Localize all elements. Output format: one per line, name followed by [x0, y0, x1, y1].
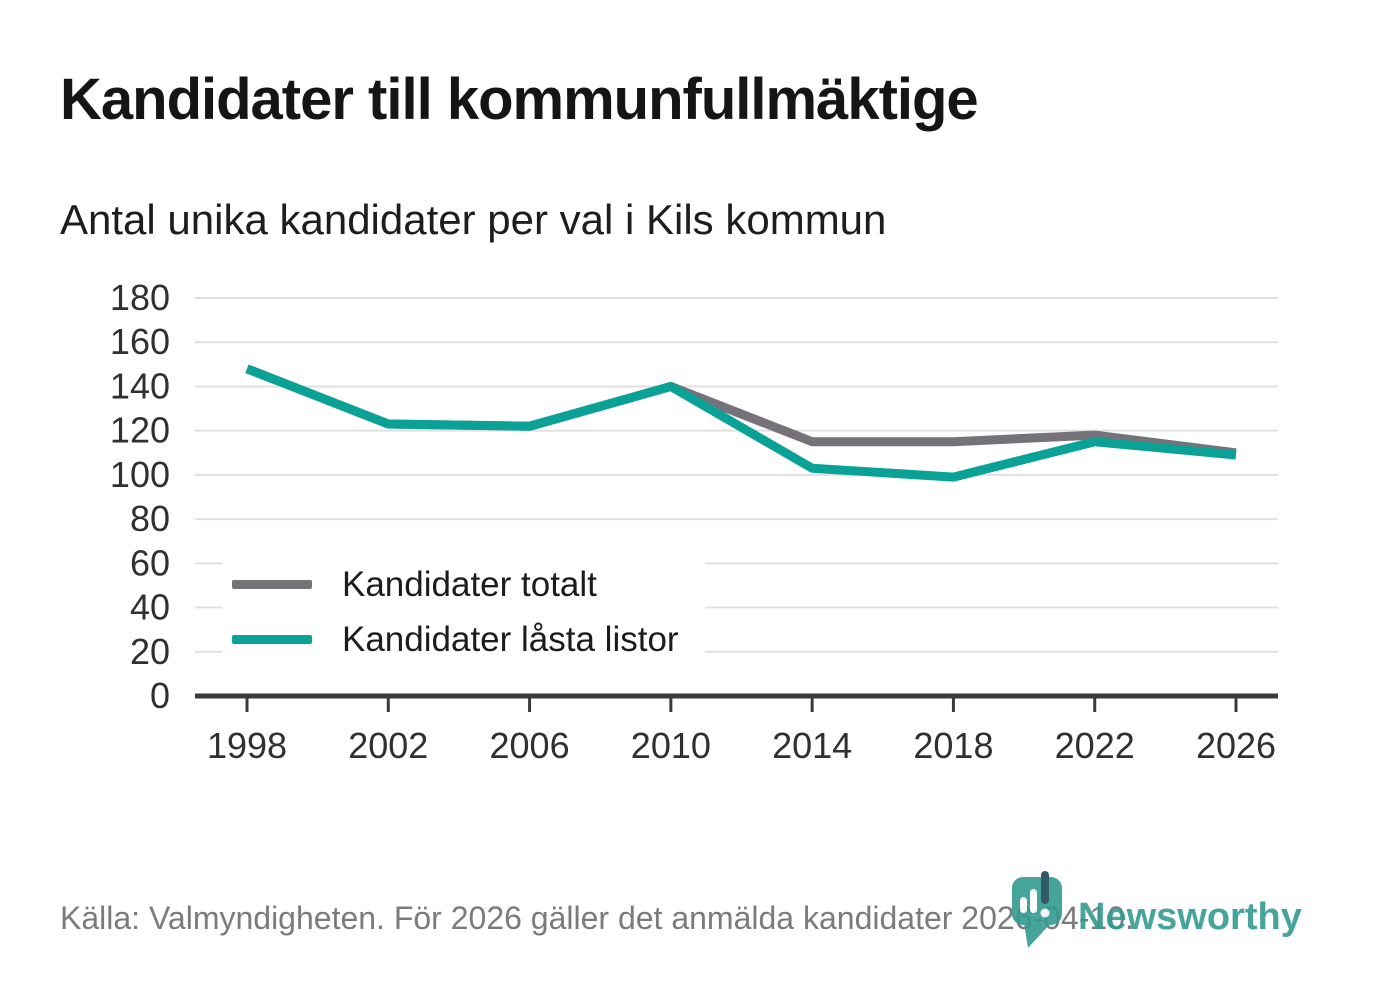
y-tick-label: 100	[110, 454, 170, 495]
x-tick-label: 2010	[631, 725, 711, 766]
chart-subtitle: Antal unika kandidater per val i Kils ko…	[60, 196, 887, 243]
logo-bar-short	[1020, 897, 1027, 913]
legend-item-total: Kandidater totalt	[232, 557, 679, 612]
legend-swatch-locked-lists	[232, 635, 312, 644]
x-tick-label: 2018	[913, 725, 993, 766]
y-tick-label: 180	[110, 277, 170, 318]
newsworthy-pin-icon	[1012, 871, 1062, 948]
x-tick-label: 2022	[1055, 725, 1135, 766]
y-tick-label: 20	[130, 631, 170, 672]
legend-label-total: Kandidater totalt	[342, 564, 597, 604]
y-tick-label: 160	[110, 321, 170, 362]
y-tick-label: 0	[150, 675, 170, 716]
y-tick-label: 80	[130, 498, 170, 539]
legend-label-locked-lists: Kandidater låsta listor	[342, 619, 679, 659]
page-title: Kandidater till kommunfullmäktige	[60, 67, 979, 132]
x-tick-label: 1998	[207, 725, 287, 766]
y-tick-label: 40	[130, 587, 170, 628]
y-tick-label: 140	[110, 365, 170, 406]
x-tick-label: 2002	[348, 725, 428, 766]
x-tick-label: 2026	[1196, 725, 1276, 766]
legend-swatch-total	[232, 580, 312, 589]
y-tick-label: 120	[110, 410, 170, 451]
brand-wordmark: Newsworthy	[1078, 896, 1302, 938]
x-tick-label: 2014	[772, 725, 852, 766]
logo-exclamation-stem	[1041, 871, 1049, 904]
y-tick-label: 60	[130, 542, 170, 583]
series-line-locked-lists	[245, 364, 1237, 482]
x-tick-label: 2006	[490, 725, 570, 766]
chart-legend: Kandidater totalt Kandidater låsta listo…	[222, 549, 705, 679]
legend-item-locked-lists: Kandidater låsta listor	[232, 612, 679, 667]
source-note: Källa: Valmyndigheten. För 2026 gäller d…	[60, 900, 1134, 936]
logo-bar-tall	[1030, 889, 1037, 913]
logo-exclamation-dot	[1040, 908, 1050, 918]
